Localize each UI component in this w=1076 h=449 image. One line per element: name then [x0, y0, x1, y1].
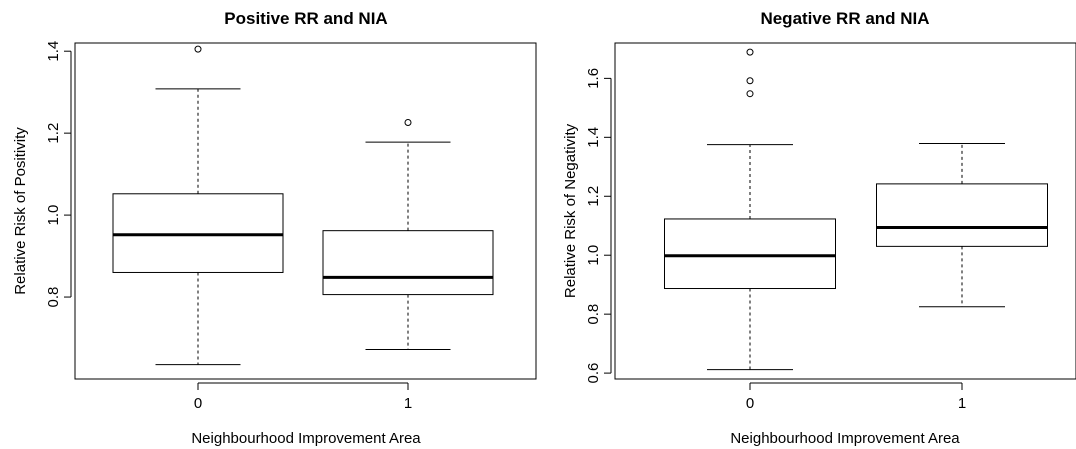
y-axis-label: Relative Risk of Negativity: [562, 123, 579, 298]
outlier-point: [404, 118, 412, 126]
y-tick-label: 1.2: [45, 123, 62, 144]
positive-rr-panel: Positive RR and NIA Neighbourhood Improv…: [12, 9, 537, 447]
x-tick-label: 1: [404, 395, 412, 412]
iqr-box: [322, 230, 494, 296]
negative-rr-panel: Negative RR and NIA Neighbourhood Improv…: [562, 9, 1076, 447]
iqr-box: [664, 218, 836, 290]
chart-title: Negative RR and NIA: [760, 9, 929, 28]
outlier-point: [746, 90, 754, 98]
plot-frame: [74, 42, 537, 380]
x-axis-label: Neighbourhood Improvement Area: [730, 430, 960, 447]
box-group: [876, 143, 1048, 308]
y-tick-label: 1.4: [585, 127, 602, 148]
y-tick-label: 1.0: [585, 245, 602, 266]
chart-title: Positive RR and NIA: [224, 9, 387, 28]
outlier-point: [746, 77, 754, 85]
iqr-box: [876, 183, 1048, 247]
y-tick-label: 1.4: [45, 41, 62, 62]
y-tick-label: 0.8: [45, 287, 62, 308]
x-tick-label: 0: [746, 395, 754, 412]
iqr-box: [112, 193, 284, 273]
y-tick-label: 1.2: [585, 186, 602, 207]
outlier-point: [194, 45, 202, 53]
x-tick-label: 0: [194, 395, 202, 412]
y-tick-label: 1.0: [45, 205, 62, 226]
y-axis-label: Relative Risk of Positivity: [12, 127, 29, 295]
outlier-point: [746, 48, 754, 56]
box-group: [322, 118, 494, 350]
x-axis-label: Neighbourhood Improvement Area: [191, 430, 421, 447]
y-tick-label: 0.8: [585, 304, 602, 325]
box-group: [664, 48, 836, 371]
x-tick-label: 1: [958, 395, 966, 412]
y-tick-label: 1.6: [585, 68, 602, 89]
plot-frame: [614, 42, 1076, 380]
box-group: [112, 45, 284, 366]
y-tick-label: 0.6: [585, 363, 602, 384]
